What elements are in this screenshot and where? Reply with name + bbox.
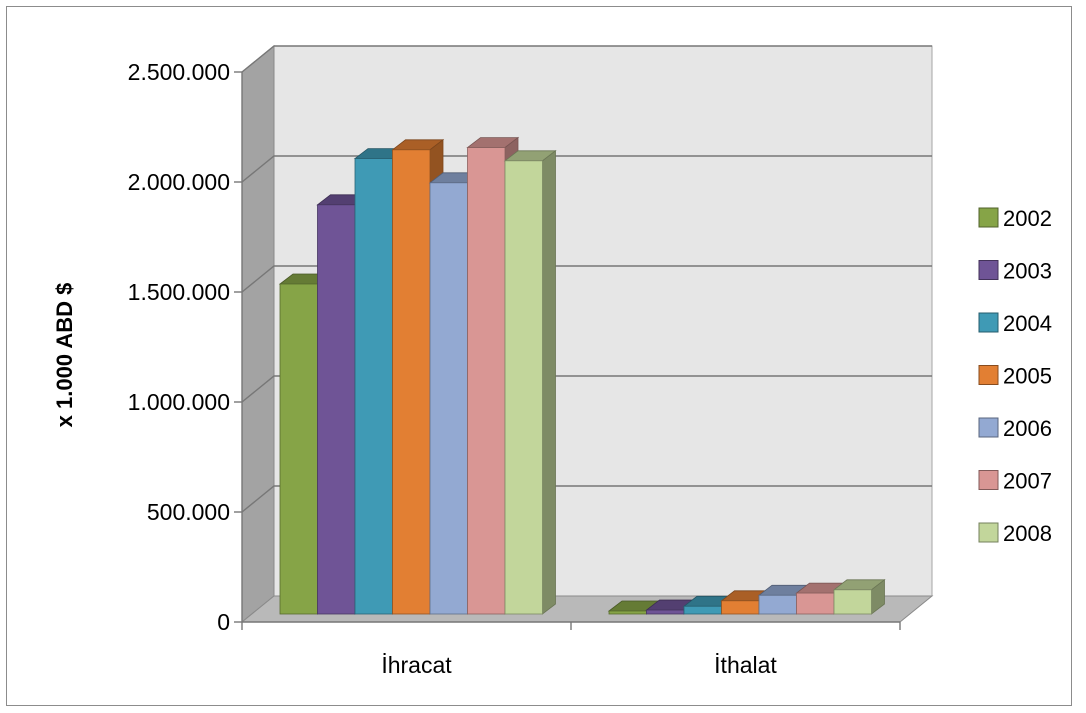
legend-label: 2003 [1003, 259, 1052, 284]
bar-front [833, 589, 872, 615]
bars [278, 136, 886, 615]
side-wall [241, 44, 275, 624]
bar-front [392, 149, 431, 615]
bar-front [683, 605, 722, 615]
y-tick-label: 2.500.000 [128, 59, 230, 85]
legend-label: 2008 [1003, 521, 1052, 546]
legend-item-2003: 2003 [978, 259, 1052, 284]
legend-swatch [978, 417, 999, 438]
y-tick-label: 2.000.000 [128, 169, 230, 195]
legend-label: 2004 [1003, 311, 1052, 336]
legend-label: 2006 [1003, 416, 1052, 441]
bar-front [354, 158, 393, 615]
bar-side [542, 149, 556, 615]
legend-label: 2002 [1003, 206, 1052, 231]
gridline [241, 155, 932, 183]
x-category-label: İthalat [714, 652, 777, 678]
legend-label: 2007 [1003, 469, 1052, 494]
bar-front [467, 147, 506, 615]
y-axis-label: x 1.000 ABD $ [52, 283, 77, 428]
bar-front [504, 160, 543, 615]
legend-swatch [978, 207, 999, 228]
x-category-labels: İhracat İthalat [381, 652, 777, 678]
legend-swatch [978, 365, 999, 385]
legend-item-2007: 2007 [978, 469, 1052, 494]
legend-item-2005: 2005 [978, 364, 1052, 389]
legend-item-2006: 2006 [978, 416, 1052, 441]
legend-item-2008: 2008 [978, 521, 1052, 546]
bar-front [317, 204, 356, 615]
gridline [241, 375, 932, 403]
legend-swatch [978, 470, 999, 490]
legend-label: 2005 [1003, 364, 1052, 389]
bar-front [721, 600, 760, 615]
bar-front [279, 283, 318, 615]
legend-swatch [978, 260, 999, 280]
axes [241, 72, 901, 630]
y-tick-labels: 0 500.000 1.000.000 1.500.000 2.000.000 2.500… [128, 59, 230, 635]
bar-front [646, 609, 685, 615]
y-tick-label: 500.000 [147, 499, 230, 525]
bar-front [429, 182, 468, 615]
y-tick-label: 0 [217, 609, 230, 635]
legend-swatch [978, 522, 999, 543]
bar-front [758, 594, 797, 615]
gridlines [234, 45, 932, 623]
chart-frame [6, 6, 1072, 706]
legend: 2002 2003 2004 2005 2006 2007 2008 [978, 206, 1052, 546]
legend-swatch [978, 312, 999, 333]
gridline [241, 45, 932, 73]
x-category-label: İhracat [381, 652, 452, 678]
legend-item-2002: 2002 [978, 206, 1052, 231]
bar-2008-1 [832, 578, 886, 615]
legend-item-2004: 2004 [978, 311, 1052, 336]
bar-front [796, 592, 835, 615]
gridline [241, 485, 932, 513]
y-tick-label: 1.000.000 [128, 389, 230, 415]
gridline [241, 265, 932, 293]
bar-front [608, 610, 647, 615]
bar-2008-0 [503, 149, 557, 615]
y-tick-label: 1.500.000 [128, 279, 230, 305]
